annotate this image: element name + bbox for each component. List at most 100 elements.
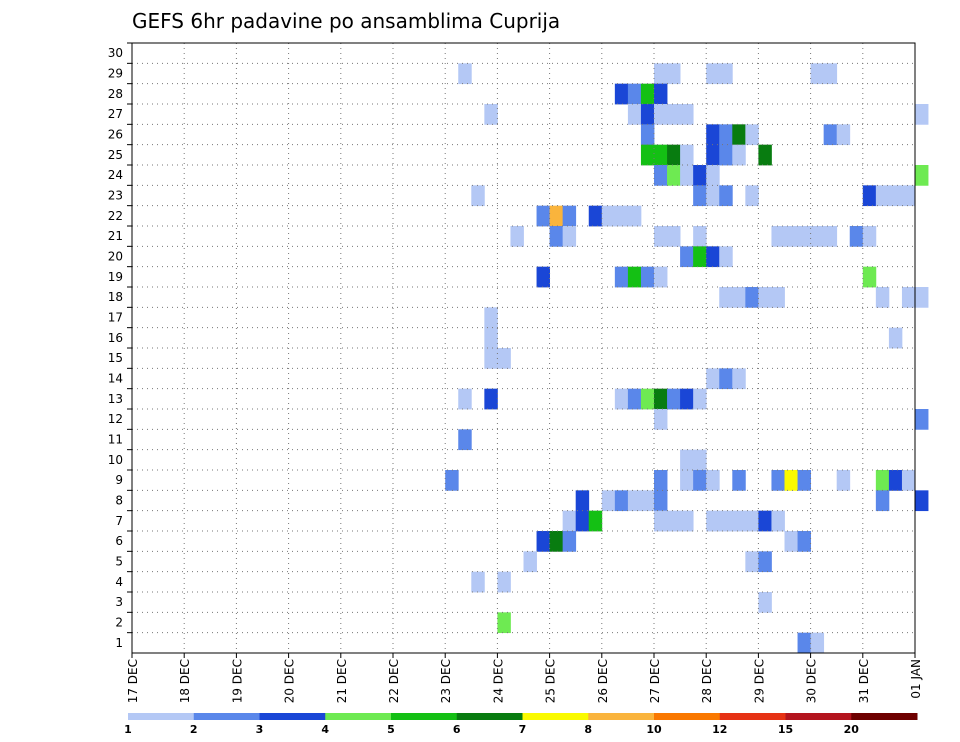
x-tick-label: 24 DEC bbox=[491, 659, 505, 703]
colorbar: 1 2 3 4 5 6 7 8 10 12 15 20 bbox=[124, 713, 918, 736]
precip-cell bbox=[901, 470, 916, 491]
precip-cell bbox=[536, 266, 550, 288]
precip-cell bbox=[745, 510, 759, 532]
precip-cell bbox=[797, 470, 811, 491]
precip-cell bbox=[719, 63, 733, 85]
precip-cell bbox=[784, 470, 798, 491]
y-tick-label: 2 bbox=[115, 616, 123, 630]
precip-cell bbox=[536, 531, 550, 552]
precip-cell bbox=[640, 388, 655, 410]
precip-cell bbox=[745, 185, 759, 207]
chart-title: GEFS 6hr padavine po ansamblima Cuprija bbox=[132, 9, 560, 33]
precip-cell bbox=[745, 551, 759, 573]
precip-cell bbox=[497, 571, 511, 593]
colorbar-label: 10 bbox=[646, 723, 662, 736]
y-tick-label: 11 bbox=[108, 433, 123, 447]
precip-cell bbox=[680, 165, 694, 186]
precip-cell bbox=[915, 490, 929, 512]
precip-cell bbox=[732, 470, 746, 491]
colorbar-segment bbox=[785, 713, 852, 720]
precip-cell bbox=[549, 531, 564, 552]
colorbar-label: 7 bbox=[519, 723, 527, 736]
x-tick-label: 19 DEC bbox=[230, 659, 244, 703]
colorbar-segment bbox=[391, 713, 458, 720]
precip-cell bbox=[627, 205, 642, 227]
y-tick-label: 29 bbox=[108, 67, 123, 81]
precip-cell bbox=[875, 490, 890, 512]
precip-cell bbox=[654, 388, 668, 410]
precip-cell bbox=[706, 246, 720, 268]
precip-cell bbox=[575, 510, 590, 532]
colorbar-segment bbox=[851, 713, 918, 720]
precip-cell bbox=[471, 571, 485, 593]
precip-cell bbox=[654, 266, 668, 288]
colorbar-segment bbox=[719, 713, 786, 720]
precip-cell bbox=[706, 470, 720, 491]
y-tick-label: 23 bbox=[108, 189, 123, 203]
x-tick-label: 23 DEC bbox=[439, 659, 453, 703]
precip-cell bbox=[562, 205, 577, 227]
precip-cell bbox=[654, 63, 668, 85]
precip-cell bbox=[771, 510, 785, 532]
precip-cell bbox=[693, 388, 707, 410]
x-tick-label: 30 DEC bbox=[805, 659, 819, 703]
x-tick-label: 25 DEC bbox=[544, 659, 558, 703]
precip-cell bbox=[771, 226, 785, 247]
colorbar-label: 8 bbox=[584, 723, 592, 736]
precip-cell bbox=[680, 144, 694, 166]
precip-cell bbox=[654, 490, 668, 512]
precip-cell bbox=[640, 124, 655, 146]
y-tick-label: 15 bbox=[108, 351, 123, 365]
precip-cell bbox=[667, 63, 681, 85]
precip-cell bbox=[640, 266, 655, 288]
precip-cell bbox=[901, 185, 916, 207]
y-tick-label: 18 bbox=[108, 290, 123, 304]
precip-cell bbox=[784, 531, 798, 552]
precip-cell bbox=[654, 104, 668, 125]
precip-cell bbox=[836, 124, 851, 146]
y-tick-label: 12 bbox=[108, 412, 123, 426]
y-tick-label: 7 bbox=[115, 514, 123, 528]
precip-cell bbox=[693, 470, 707, 491]
precip-cell bbox=[680, 246, 694, 268]
precip-cell bbox=[667, 144, 681, 166]
precip-cell bbox=[510, 226, 524, 247]
y-tick-label: 21 bbox=[108, 229, 123, 243]
precip-cell bbox=[758, 287, 772, 308]
precip-cell bbox=[614, 83, 629, 105]
precip-cell bbox=[758, 551, 772, 573]
precip-cell bbox=[614, 388, 629, 410]
y-tick-label: 10 bbox=[108, 453, 123, 467]
y-tick-label: 13 bbox=[108, 392, 123, 406]
precip-cell bbox=[706, 368, 720, 390]
precip-cell bbox=[549, 205, 564, 227]
colorbar-segment bbox=[654, 713, 721, 720]
precip-cell bbox=[732, 368, 746, 390]
precip-cell bbox=[627, 490, 642, 512]
precip-cell bbox=[745, 287, 759, 308]
x-tick-label: 17 DEC bbox=[126, 659, 140, 703]
precip-cell bbox=[875, 185, 890, 207]
precip-cell bbox=[614, 490, 629, 512]
precip-cell bbox=[758, 510, 772, 532]
precip-cell bbox=[706, 185, 720, 207]
precip-cell bbox=[915, 287, 929, 308]
precip-cell bbox=[888, 185, 903, 207]
precip-cell bbox=[719, 144, 733, 166]
precip-cell bbox=[732, 510, 746, 532]
precip-cell bbox=[732, 287, 746, 308]
precip-cell bbox=[706, 165, 720, 186]
y-tick-label: 28 bbox=[108, 87, 123, 101]
precip-cell bbox=[719, 510, 733, 532]
precip-cell bbox=[915, 104, 929, 125]
precip-cell bbox=[706, 124, 720, 146]
y-tick-label: 24 bbox=[108, 168, 123, 182]
precip-cell bbox=[771, 287, 785, 308]
precip-cell bbox=[654, 510, 668, 532]
y-tick-label: 20 bbox=[108, 250, 123, 264]
y-tick-label: 5 bbox=[115, 555, 123, 569]
y-tick-label: 1 bbox=[115, 636, 123, 650]
precip-cell bbox=[823, 226, 838, 247]
precip-cell bbox=[797, 632, 811, 654]
precip-cell bbox=[693, 226, 707, 247]
